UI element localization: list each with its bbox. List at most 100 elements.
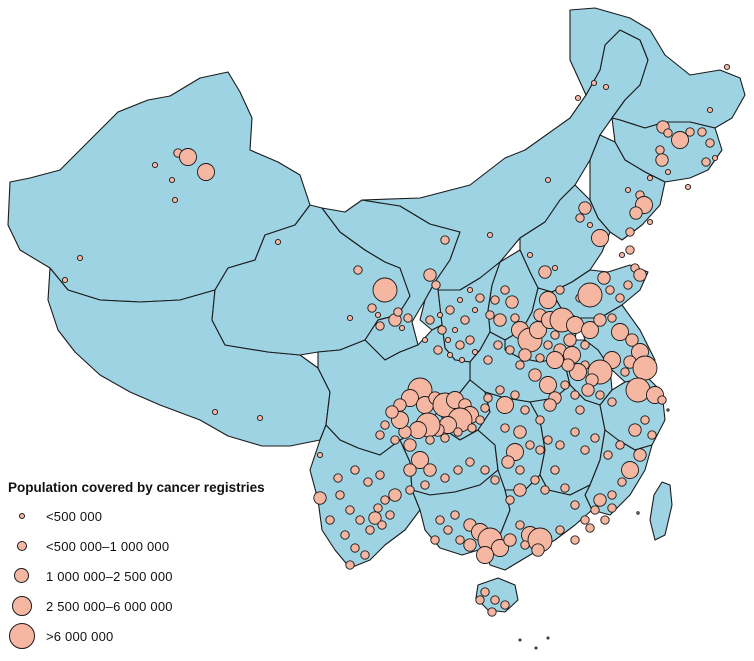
registry-marker: [595, 390, 605, 400]
registry-marker: [475, 595, 485, 605]
registry-marker: [607, 313, 617, 323]
registry-marker: [602, 83, 610, 91]
registry-marker: [590, 505, 600, 515]
registry-marker: [480, 403, 490, 413]
registry-marker: [423, 268, 437, 282]
registry-marker: [600, 515, 610, 525]
registry-marker: [581, 383, 595, 397]
registry-marker: [313, 491, 327, 505]
registry-marker: [501, 455, 515, 469]
registry-marker: [500, 285, 510, 295]
registry-marker: [611, 323, 629, 341]
island: [666, 408, 670, 412]
registry-marker: [367, 303, 377, 313]
registry-marker: [535, 415, 545, 425]
registry-marker: [487, 607, 497, 617]
registry-marker: [513, 483, 527, 497]
province-yunnan: [309, 424, 421, 569]
legend-label-4: 2 500 000–6 000 000: [46, 598, 173, 614]
registry-marker: [421, 336, 429, 344]
registry-marker: [490, 595, 500, 605]
registry-marker: [435, 515, 445, 525]
registry-marker: [546, 351, 564, 369]
legend-item-5: >6 000 000: [8, 621, 308, 651]
registry-marker: [179, 148, 197, 166]
province-taiwan: [649, 481, 673, 541]
registry-marker: [580, 515, 590, 525]
registry-marker: [570, 390, 580, 400]
registry-marker: [466, 286, 474, 294]
legend-item-1: <500 000: [8, 501, 308, 531]
registry-marker: [607, 397, 617, 407]
registry-marker: [515, 465, 525, 475]
registry-marker: [684, 183, 692, 191]
legend-marker-2: [8, 531, 42, 561]
registry-marker: [550, 330, 560, 340]
registry-marker: [646, 218, 654, 226]
registry-marker: [493, 313, 507, 327]
registry-marker: [697, 127, 707, 137]
registry-marker: [663, 128, 673, 138]
registry-marker: [455, 535, 465, 545]
registry-marker: [368, 511, 382, 525]
registry-marker: [423, 463, 437, 477]
registry-marker: [316, 451, 324, 459]
registry-marker: [197, 163, 215, 181]
registry-marker: [633, 448, 647, 462]
registry-marker: [455, 340, 465, 350]
registry-marker: [603, 450, 613, 460]
registry-marker: [620, 367, 630, 377]
registry-markers: [61, 63, 731, 617]
registry-marker: [373, 503, 383, 513]
legend-marker-3: [8, 561, 42, 591]
legend-label-2: <500 000–1 000 000: [46, 538, 170, 554]
registry-marker: [431, 280, 441, 290]
registry-marker: [355, 515, 365, 525]
registry-marker: [525, 440, 535, 450]
registry-marker: [586, 221, 594, 229]
registry-marker: [483, 355, 493, 365]
registry-marker: [476, 546, 494, 564]
registry-marker: [664, 168, 672, 176]
registry-marker: [550, 465, 560, 475]
registry-marker: [372, 277, 398, 303]
registry-marker: [458, 356, 466, 364]
registry-marker: [605, 285, 615, 295]
registry-marker: [530, 475, 540, 485]
registry-marker: [345, 505, 355, 515]
registry-marker: [590, 79, 598, 87]
registry-marker: [500, 600, 510, 610]
legend-title: Population covered by cancer registries: [8, 480, 265, 495]
registry-marker: [563, 333, 577, 347]
registry-marker: [580, 445, 590, 455]
registry-marker: [403, 463, 417, 477]
registry-marker: [380, 420, 390, 430]
registry-marker: [531, 543, 545, 557]
registry-marker: [403, 438, 417, 452]
registry-marker: [496, 396, 514, 414]
registry-marker: [570, 427, 580, 437]
registry-marker: [574, 94, 582, 102]
registry-marker: [350, 465, 360, 475]
registry-marker: [363, 477, 373, 487]
registry-marker: [437, 325, 447, 335]
registry-marker: [551, 264, 559, 272]
registry-marker: [538, 265, 552, 279]
registry-marker: [535, 445, 545, 455]
registry-marker: [593, 313, 607, 327]
legend-item-3: 1 000 000–2 500 000: [8, 561, 308, 591]
registry-marker: [505, 345, 515, 355]
registry-marker: [409, 421, 427, 439]
registry-marker: [491, 539, 509, 557]
registry-marker: [171, 196, 179, 204]
registry-marker: [325, 515, 335, 525]
legend-item-2: <500 000–1 000 000: [8, 531, 308, 561]
registry-marker: [544, 176, 552, 184]
legend-marker-1: [8, 501, 42, 531]
registry-marker: [555, 285, 565, 295]
registry-marker: [615, 440, 625, 450]
registry-marker: [711, 154, 719, 162]
registry-marker: [403, 313, 413, 323]
registry-marker: [274, 238, 282, 246]
